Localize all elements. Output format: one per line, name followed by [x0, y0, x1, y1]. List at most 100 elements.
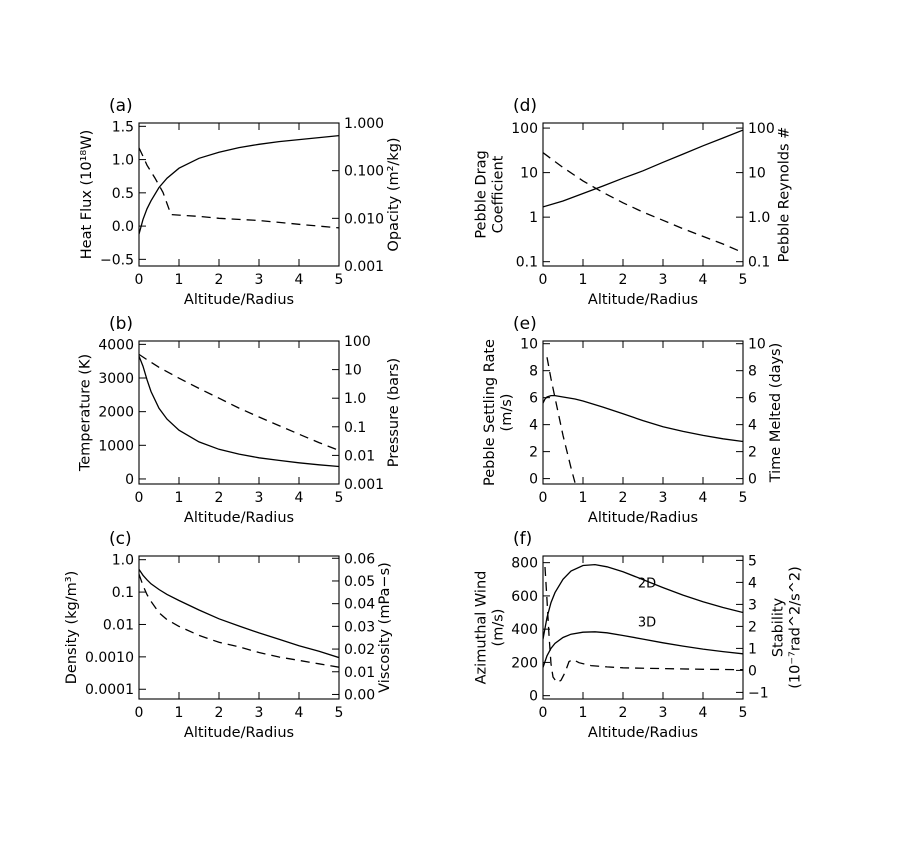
curve-annotation-f: 2D: [638, 577, 656, 592]
x-tick-label-e: 0: [539, 490, 548, 506]
series-line-a-1: [139, 147, 339, 229]
left-tick-label-a: 1.0: [112, 153, 134, 169]
x-tick-label-d: 4: [699, 272, 708, 288]
right-tick-label-e: 10: [748, 337, 766, 353]
left-axis-title-d: Pebble Drag: [473, 150, 489, 238]
right-tick-label-c: 0.06: [344, 551, 375, 567]
x-tick-label-c: 4: [295, 705, 304, 721]
left-tick-label-a: 0.5: [112, 186, 134, 202]
right-tick-label-b: 0.01: [344, 448, 375, 464]
plot-frame-f: [542, 555, 744, 700]
panel-f: 0 1 2 3 4 5 Altitude/Radius 0 200 400 600 800 −1 0 1 2 3…: [473, 529, 803, 741]
right-tick-label-a: 1.000: [344, 116, 384, 132]
panel-label-b: (b): [109, 314, 133, 334]
left-tick-label-d: 10: [520, 166, 538, 182]
series-line-f-1: [543, 631, 743, 668]
series-line-d-1: [543, 152, 743, 254]
right-tick-label-e: 0: [748, 472, 757, 488]
right-tick-label-f: 3: [748, 597, 757, 613]
left-tick-label-e: 4: [529, 418, 538, 434]
right-axis-title-e: Time Melted (days): [768, 343, 784, 484]
left-tick-label-c: 0.0010: [85, 650, 134, 666]
left-tick-label-a: 0.0: [112, 219, 134, 235]
left-axis-title-d: Coefficient: [490, 155, 506, 233]
x-tick-label-f: 4: [699, 705, 708, 721]
left-axis-title-b: Temperature (K): [77, 354, 93, 472]
right-tick-label-f: 0: [748, 663, 757, 679]
x-tick-label-d: 2: [619, 272, 628, 288]
left-tick-label-d: 1: [529, 210, 538, 226]
left-tick-label-f: 800: [511, 556, 538, 572]
right-axis-title-b: Pressure (bars): [386, 358, 402, 467]
left-tick-label-e: 2: [529, 445, 538, 461]
series-line-f-2: [544, 566, 743, 684]
series-line-d-0: [543, 129, 743, 208]
right-tick-label-a: 0.010: [344, 211, 384, 227]
x-tick-label-a: 2: [215, 272, 224, 288]
right-tick-label-c: 0.02: [344, 642, 375, 658]
right-tick-label-e: 2: [748, 445, 757, 461]
left-axis-title-f: (m/s): [490, 609, 506, 647]
curve-annotation-f: 3D: [638, 616, 656, 631]
panel-label-d: (d): [513, 96, 537, 116]
right-axis-title-f: (10⁻⁷rad^2/s^2): [788, 566, 804, 688]
right-tick-label-b: 1.0: [344, 391, 366, 407]
left-tick-label-f: 600: [511, 589, 538, 605]
right-axis-title-c: Viscosity (mPa−s): [377, 562, 393, 693]
x-tick-label-a: 4: [295, 272, 304, 288]
plot-frame-b: [138, 340, 340, 485]
left-tick-label-e: 8: [529, 364, 538, 380]
right-axis-title-d: Pebble Reynolds #: [777, 127, 793, 263]
series-line-b-1: [139, 353, 339, 452]
right-tick-label-e: 4: [748, 418, 757, 434]
plot-frame-e: [542, 340, 744, 485]
left-tick-label-d: 100: [511, 121, 538, 137]
right-tick-label-a: 0.100: [344, 164, 384, 180]
left-tick-label-b: 3000: [98, 371, 134, 387]
panel-label-f: (f): [513, 529, 532, 549]
x-axis-title-e: Altitude/Radius: [588, 510, 698, 526]
left-axis-title-e: Pebble Settling Rate: [482, 339, 498, 486]
panel-d: 0 1 2 3 4 5 Altitude/Radius 0.1 1 10 100 0.1 1.0 10 10…: [473, 96, 792, 308]
left-tick-label-c: 0.1: [112, 585, 134, 601]
panel-label-a: (a): [109, 96, 133, 116]
series-line-b-0: [139, 355, 339, 468]
x-tick-label-a: 5: [335, 272, 344, 288]
x-tick-label-e: 4: [699, 490, 708, 506]
x-tick-label-c: 3: [255, 705, 264, 721]
right-tick-label-f: 2: [748, 619, 757, 635]
left-tick-label-f: 0: [529, 689, 538, 705]
right-tick-label-c: 0.03: [344, 619, 375, 635]
right-tick-label-f: 5: [748, 553, 757, 569]
plot-frame-a: [138, 122, 340, 267]
right-tick-label-c: 0.05: [344, 574, 375, 590]
right-axis-title-f: Stability: [771, 597, 787, 657]
left-axis-title-f: Azimuthal Wind: [473, 571, 489, 685]
left-tick-label-b: 0: [125, 472, 134, 488]
right-tick-label-b: 0.1: [344, 420, 366, 436]
x-axis-title-c: Altitude/Radius: [184, 725, 294, 741]
left-tick-label-e: 6: [529, 391, 538, 407]
x-tick-label-e: 1: [579, 490, 588, 506]
panel-a: 0 1 2 3 4 5 Altitude/Radius −0.5 0.0 0.5 1.0 1.5 0.0…: [79, 96, 402, 308]
panel-label-e: (e): [513, 314, 537, 334]
x-tick-label-b: 5: [335, 490, 344, 506]
left-tick-label-c: 0.0001: [85, 682, 134, 698]
left-tick-label-a: 1.5: [112, 119, 134, 135]
x-tick-label-a: 0: [135, 272, 144, 288]
left-tick-label-d: 0.1: [516, 255, 538, 271]
left-tick-label-f: 200: [511, 655, 538, 671]
right-tick-label-f: −1: [748, 685, 769, 701]
right-tick-label-a: 0.001: [344, 259, 384, 275]
x-tick-label-b: 0: [135, 490, 144, 506]
left-tick-label-c: 1.0: [112, 553, 134, 569]
left-axis-title-e: (m/s): [499, 394, 515, 432]
x-axis-title-f: Altitude/Radius: [588, 725, 698, 741]
x-tick-label-c: 2: [215, 705, 224, 721]
series-line-f-0: [543, 563, 743, 640]
x-tick-label-b: 1: [175, 490, 184, 506]
x-tick-label-e: 3: [659, 490, 668, 506]
x-tick-label-a: 3: [255, 272, 264, 288]
left-tick-label-a: −0.5: [100, 252, 134, 268]
